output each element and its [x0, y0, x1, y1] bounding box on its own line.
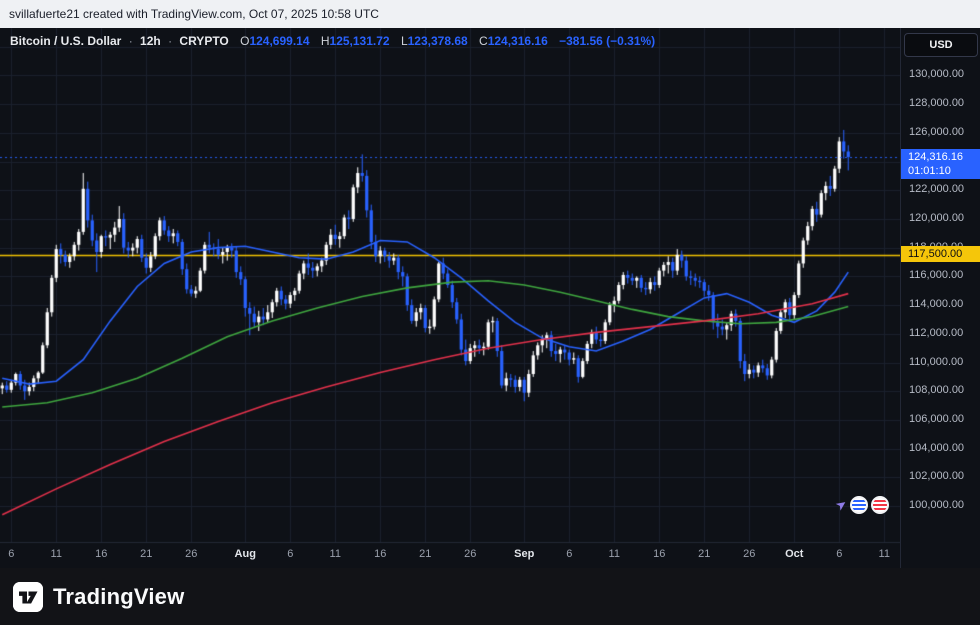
last-price-tag: 124,316.16 01:01:10: [901, 148, 980, 179]
price-axis-label: 122,000.00: [909, 183, 965, 196]
level-price-tag: 117,500.00: [901, 245, 980, 262]
price-axis-label: 108,000.00: [909, 384, 965, 397]
price-axis-label: 100,000.00: [909, 499, 965, 512]
high-value: 125,131.72: [329, 34, 390, 48]
tradingview-logo-icon[interactable]: [13, 581, 43, 612]
price-axis-label: 130,000.00: [909, 68, 965, 81]
low-value: 123,378.68: [407, 34, 468, 48]
footer-bar: TradingView: [0, 568, 980, 625]
time-axis-label: 11: [329, 548, 341, 560]
attribution-bar: svillafuerte21 created with TradingView.…: [0, 0, 980, 28]
price-axis-label: 106,000.00: [909, 412, 965, 425]
price-axis-label: 114,000.00: [909, 298, 964, 311]
time-axis-label: 26: [464, 548, 477, 560]
attribution-text: svillafuerte21 created with TradingView.…: [9, 7, 379, 21]
symbol-title[interactable]: Bitcoin / U.S. Dollar: [10, 34, 122, 48]
sticker-red-badge-icon[interactable]: [870, 496, 889, 514]
time-axis-label: 21: [140, 548, 153, 560]
change-value: −381.56 (−0.31%): [559, 34, 656, 48]
exchange-label: CRYPTO: [179, 34, 229, 48]
chart-stickers[interactable]: ➤: [832, 495, 889, 514]
open-value: 124,699.14: [249, 34, 310, 48]
last-price-value: 124,316.16: [908, 150, 964, 163]
price-axis-label: 126,000.00: [909, 125, 965, 138]
time-axis-label: Oct: [785, 548, 804, 560]
time-axis-label: 6: [287, 548, 294, 560]
time-axis-label: 6: [836, 548, 843, 560]
price-axis-label: 128,000.00: [909, 97, 965, 110]
bar-countdown: 01:01:10: [908, 164, 951, 177]
time-axis-label: 26: [185, 548, 198, 560]
legend-separator: ·: [128, 34, 133, 48]
time-axis-label: 11: [50, 548, 62, 560]
time-axis-label: 6: [566, 548, 573, 560]
chart-area[interactable]: Bitcoin / U.S. Dollar · 12h · CRYPTO O12…: [0, 28, 980, 568]
time-axis[interactable]: 6 11 16 21 26 Aug 6 11 16 21 26 Sep 6 11 16 21 26 Oct 6 11: [0, 542, 900, 568]
interval-label[interactable]: 12h: [140, 34, 161, 48]
close-label: C: [479, 34, 488, 48]
price-axis-label: 112,000.00: [909, 326, 964, 339]
time-axis-label: Sep: [514, 548, 535, 560]
symbol-legend: Bitcoin / U.S. Dollar · 12h · CRYPTO O12…: [10, 34, 655, 48]
close-value: 124,316.16: [487, 34, 548, 48]
currency-toggle-button[interactable]: USD: [904, 33, 978, 57]
sticker-paper-plane-icon[interactable]: ➤: [832, 495, 850, 514]
price-axis-label: 104,000.00: [909, 441, 965, 454]
price-axis[interactable]: USD 124,316.16 01:01:10 117,500.00 132,0…: [900, 28, 980, 568]
candlestick-chart-canvas[interactable]: [0, 28, 900, 568]
time-axis-label: 6: [8, 548, 15, 560]
open-label: O: [240, 34, 250, 48]
legend-separator: ·: [168, 34, 173, 48]
brand-wordmark[interactable]: TradingView: [53, 583, 185, 609]
time-axis-label: 16: [653, 548, 666, 560]
time-axis-label: 11: [608, 548, 620, 560]
price-axis-label: 110,000.00: [909, 355, 964, 368]
low-label: L: [400, 34, 408, 48]
time-axis-label: 21: [698, 548, 711, 560]
price-axis-label: 116,000.00: [909, 269, 964, 282]
price-axis-label: 102,000.00: [909, 470, 965, 483]
price-axis-label: 120,000.00: [909, 211, 965, 224]
time-axis-label: 16: [95, 548, 108, 560]
time-axis-label: 16: [374, 548, 387, 560]
time-axis-label: Aug: [234, 548, 256, 560]
time-axis-label: 21: [419, 548, 432, 560]
sticker-blue-badge-icon[interactable]: [849, 496, 868, 514]
time-axis-label: 26: [743, 548, 756, 560]
time-axis-label: 11: [878, 548, 890, 560]
high-label: H: [320, 34, 330, 48]
